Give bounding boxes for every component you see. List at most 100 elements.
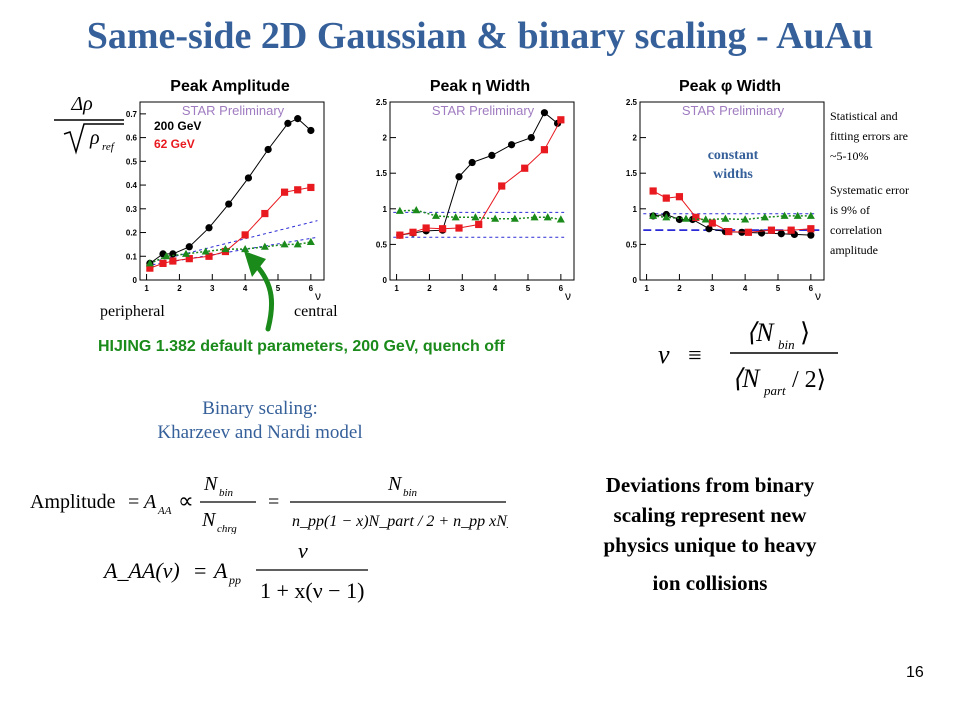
errors-line: fitting errors are — [830, 129, 908, 143]
data-point-hijing — [662, 213, 671, 221]
errors-line: Systematic error — [830, 183, 909, 197]
data-point-200gev — [307, 126, 315, 135]
y-tick-label: 0.4 — [126, 181, 138, 190]
y-tick-label: 1.5 — [376, 169, 388, 178]
x-tick-label: 1 — [644, 284, 649, 293]
deviations-line4: ion collisions — [652, 571, 768, 595]
npart-sub: part — [763, 383, 786, 398]
data-point-hijing — [780, 211, 789, 219]
peripheral-label: peripheral — [100, 303, 165, 320]
panel-title-phi-width: Peak φ Width — [679, 78, 781, 95]
y-tick-label: 0 — [633, 276, 638, 285]
nbin-num: ⟨N — [746, 318, 775, 347]
npart-tail: / 2⟩ — [792, 367, 826, 393]
y-tick-label: 0.1 — [126, 252, 138, 261]
star-preliminary-label: STAR Preliminary — [431, 103, 535, 118]
data-point-hijing — [280, 240, 289, 248]
data-point-hijing — [241, 244, 250, 253]
x-tick-label: 2 — [677, 284, 682, 293]
data-point-200gev — [488, 151, 496, 159]
errors-line: is 9% of — [830, 203, 870, 217]
deviations-line3: physics unique to heavy — [603, 533, 817, 557]
legend-200gev: 200 GeV — [154, 119, 202, 133]
data-point-200gev — [807, 231, 815, 239]
plot-frame — [139, 101, 325, 281]
data-point-200gev — [455, 173, 463, 181]
y-tick-label: 0.3 — [126, 205, 138, 214]
data-point-62gev — [557, 116, 565, 124]
x-tick-label: 5 — [276, 284, 281, 293]
y-tick-label: 2.5 — [626, 98, 638, 107]
errors-line: correlation — [830, 223, 882, 237]
slide-title: Same-side 2D Gaussian & binary scaling -… — [86, 15, 874, 57]
data-point-62gev — [307, 183, 315, 192]
x-tick-label: 6 — [809, 284, 814, 293]
data-point-62gev — [498, 182, 506, 190]
y-tick-label: 0.5 — [126, 157, 138, 166]
data-point-200gev — [169, 250, 177, 258]
y-tick-label: 0 — [133, 276, 138, 285]
x-tick-label: 6 — [559, 284, 564, 293]
nbin-close: ⟩ — [800, 318, 810, 347]
data-point-200gev — [527, 134, 535, 142]
amplitude-A: A — [142, 491, 157, 513]
data-point-62gev — [396, 231, 404, 239]
data-point-62gev — [744, 228, 753, 236]
errors-line: Statistical and — [830, 109, 898, 123]
data-point-hijing — [682, 214, 690, 222]
data-point-hijing — [471, 213, 480, 221]
y-tick-label: 0.6 — [126, 134, 138, 143]
x-axis-label: ν — [565, 289, 571, 303]
errors-line: ~5-10% — [830, 149, 869, 163]
data-point-hijing — [306, 237, 315, 246]
errors-note: Statistical and fitting errors are ~5-10… — [830, 106, 955, 260]
data-point-200gev — [507, 141, 516, 149]
x-tick-label: 4 — [493, 284, 498, 293]
amplitude-formula: Amplitude = A AA ∝ N bin N chrg = N bin … — [30, 473, 508, 534]
y-tick-label: 0 — [383, 276, 388, 285]
constant-widths-line1: constant — [707, 148, 759, 163]
data-point-62gev — [146, 264, 154, 272]
amplitude-word: Amplitude — [30, 491, 116, 513]
x-tick-label: 3 — [460, 284, 465, 293]
amplitude-eq: = — [128, 491, 139, 513]
data-point-62gev — [725, 227, 733, 236]
page-number: 16 — [906, 664, 924, 681]
data-point-62gev — [662, 194, 670, 202]
data-point-hijing — [510, 214, 519, 222]
data-point-62gev — [540, 146, 549, 154]
x-tick-label: 4 — [243, 284, 248, 293]
chart-peak-eta-width: 0 0.5 1 1.5 2 2.5 1 2 3 4 5 6ν — [376, 98, 575, 303]
data-point-62gev — [521, 164, 529, 172]
data-point-200gev — [675, 215, 684, 224]
data-point-62gev — [409, 228, 417, 236]
data-point-hijing — [221, 244, 230, 253]
proportional-symbol: ∝ — [178, 488, 194, 513]
x-tick-label: 2 — [177, 284, 182, 293]
model-lhs: A_AA(ν) — [102, 558, 180, 583]
data-point-200gev — [225, 200, 233, 208]
data-point-hijing — [543, 213, 552, 221]
data-point-200gev — [777, 230, 785, 238]
y-tick-label: 0.2 — [126, 229, 138, 238]
data-point-62gev — [185, 255, 193, 263]
y-tick-label: 0.5 — [626, 240, 638, 249]
plot-frame — [639, 101, 825, 281]
data-point-62gev — [159, 259, 167, 267]
data-point-200gev — [705, 225, 713, 233]
x-tick-label: 5 — [776, 284, 781, 293]
data-point-62gev — [205, 252, 213, 260]
x-axis-label: ν — [315, 289, 321, 303]
x-tick-label: 1 — [144, 284, 149, 293]
chart-peak-phi-width: 0 0.5 1 1.5 2 2.5 1 2 3 4 5 6ν — [626, 98, 825, 303]
data-point-62gev — [675, 193, 684, 201]
model-line — [146, 220, 318, 264]
constant-widths-note: constant widths — [688, 146, 778, 184]
errors-spacer — [830, 166, 955, 180]
data-point-hijing — [760, 213, 769, 221]
y-axis-label: Δρ ρ ref — [54, 93, 124, 155]
plot-frame — [389, 101, 575, 281]
y-tick-label: 1 — [633, 205, 638, 214]
data-point-hijing — [451, 213, 460, 221]
y-tick-label: 0.7 — [126, 110, 138, 119]
